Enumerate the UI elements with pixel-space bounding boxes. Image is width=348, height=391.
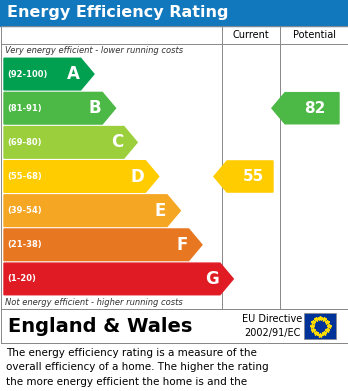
Text: The energy efficiency rating is a measure of the
overall efficiency of a home. T: The energy efficiency rating is a measur… [6,348,269,391]
Text: Very energy efficient - lower running costs: Very energy efficient - lower running co… [5,46,183,55]
Bar [0,309,348,343]
Polygon shape [214,161,273,192]
Text: 82: 82 [304,101,326,116]
Text: Not energy efficient - higher running costs: Not energy efficient - higher running co… [5,298,183,307]
Text: Energy Efficiency Rating: Energy Efficiency Rating [7,5,229,20]
Text: (69-80): (69-80) [7,138,41,147]
Polygon shape [4,161,159,192]
Text: G: G [205,270,219,288]
Text: E: E [155,202,166,220]
Text: D: D [131,167,144,185]
Bar [0,26,348,309]
Text: B: B [89,99,101,117]
Text: 55: 55 [243,169,264,184]
Text: F: F [176,236,188,254]
Text: (21-38): (21-38) [7,240,42,249]
Bar [304,313,336,339]
Polygon shape [272,93,339,124]
Text: A: A [67,65,80,83]
Polygon shape [4,58,94,90]
Text: England & Wales: England & Wales [8,316,192,335]
Text: (92-100): (92-100) [7,70,47,79]
Text: (55-68): (55-68) [7,172,42,181]
Polygon shape [4,195,180,226]
Text: (39-54): (39-54) [7,206,42,215]
Text: Current: Current [232,30,269,40]
Polygon shape [4,127,137,158]
Polygon shape [4,263,233,295]
Text: (81-91): (81-91) [7,104,42,113]
Bar [0,0,348,26]
Text: C: C [111,133,123,151]
Text: (1-20): (1-20) [7,274,36,283]
Polygon shape [4,92,116,124]
Text: Potential: Potential [293,30,335,40]
Polygon shape [4,229,202,261]
Text: EU Directive
2002/91/EC: EU Directive 2002/91/EC [242,314,302,337]
